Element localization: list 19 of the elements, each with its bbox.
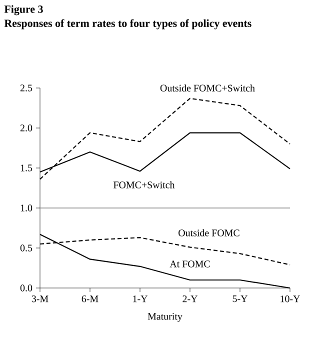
series-label: FOMC+Switch <box>114 181 175 188</box>
series-label: At FOMC <box>170 260 210 268</box>
x-axis-title: Maturity <box>148 313 182 322</box>
x-tick-label: 1-Y <box>133 296 148 302</box>
chart-title: Figure 3 <box>4 5 43 16</box>
y-tick-label: 0.5 <box>20 244 32 252</box>
series-label: Outside FOMC+Switch <box>160 84 255 92</box>
series-label: Outside FOMC <box>178 229 240 236</box>
y-tick-label: 2.5 <box>20 84 32 92</box>
x-tick-label: 10-Y <box>280 296 300 302</box>
y-tick-label: 0.0 <box>20 284 32 292</box>
x-tick-label: 5-Y <box>232 296 248 302</box>
y-tick-label: 1.5 <box>20 164 32 172</box>
x-tick-label: 3-M <box>32 296 48 302</box>
x-tick-label: 6-M <box>82 296 98 302</box>
y-tick-label: 1.0 <box>20 204 32 212</box>
chart-subtitle: Responses of term rates to four types of policy events <box>4 19 252 30</box>
y-tick-label: 2.0 <box>20 124 32 132</box>
x-tick-label: 2-Y <box>182 296 198 302</box>
